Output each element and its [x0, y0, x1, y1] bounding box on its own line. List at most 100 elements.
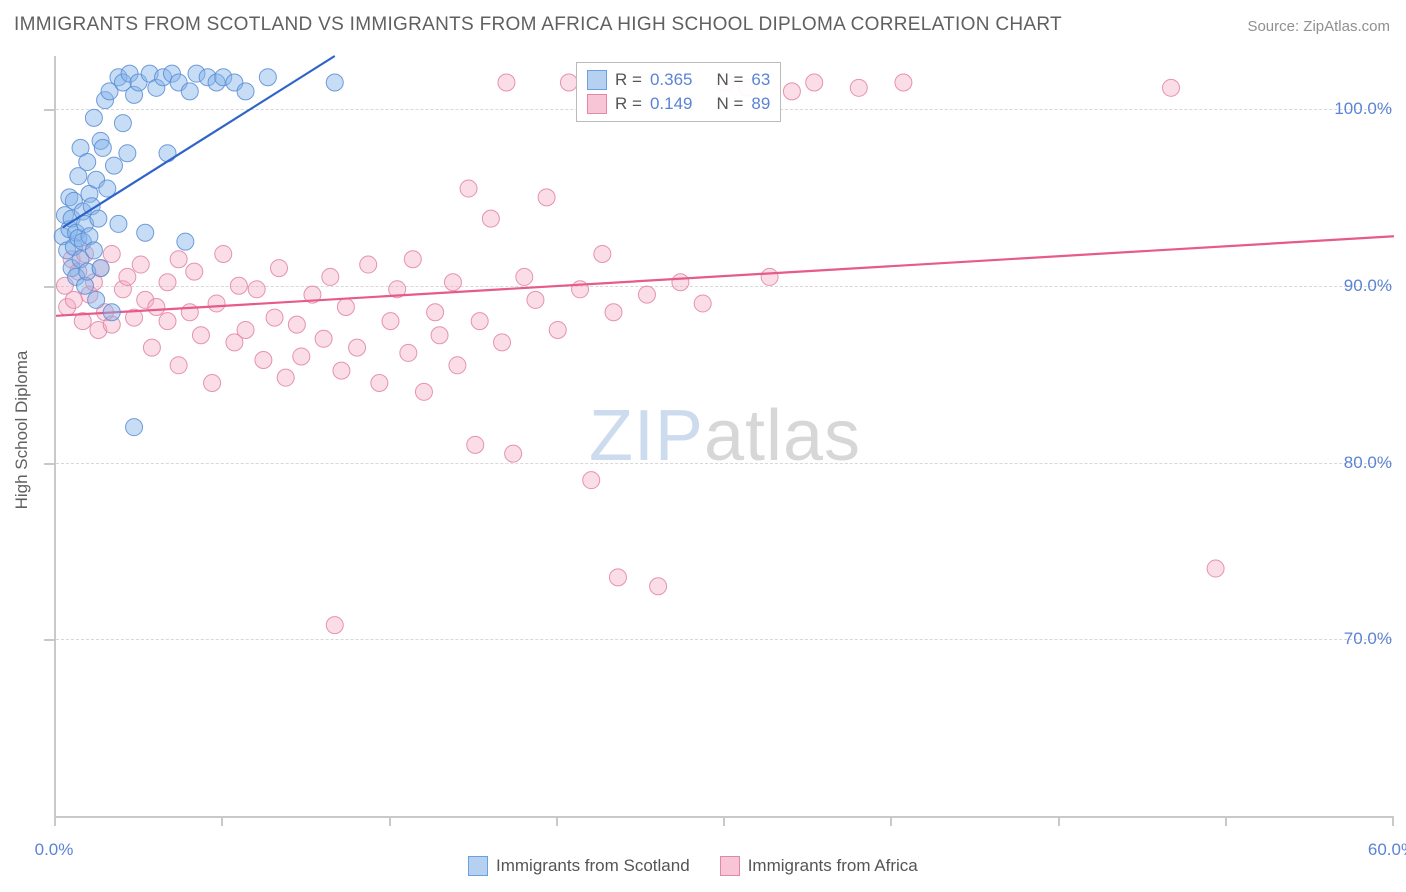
- y-tick: [44, 639, 54, 641]
- x-tick: [723, 816, 725, 826]
- data-point: [404, 251, 421, 268]
- data-point: [88, 291, 105, 308]
- correlation-legend: R = 0.365 N = 63 R = 0.149 N = 89: [576, 62, 781, 122]
- series-legend: Immigrants from Scotland Immigrants from…: [468, 856, 918, 876]
- data-point: [92, 260, 109, 277]
- data-point: [143, 339, 160, 356]
- data-point: [583, 472, 600, 489]
- data-point: [449, 357, 466, 374]
- data-point: [400, 344, 417, 361]
- data-point: [65, 291, 82, 308]
- data-point: [360, 256, 377, 273]
- x-tick: [556, 816, 558, 826]
- n-value-africa: 89: [751, 94, 770, 114]
- data-point: [467, 436, 484, 453]
- y-axis-label: High School Diploma: [12, 351, 32, 510]
- chart-title: IMMIGRANTS FROM SCOTLAND VS IMMIGRANTS F…: [14, 14, 1062, 36]
- data-point: [315, 330, 332, 347]
- data-point: [94, 139, 111, 156]
- data-point: [119, 268, 136, 285]
- data-point: [431, 327, 448, 344]
- data-point: [237, 83, 254, 100]
- x-tick: [389, 816, 391, 826]
- data-point: [181, 83, 198, 100]
- data-point: [85, 109, 102, 126]
- data-point: [248, 281, 265, 298]
- legend-row-africa: R = 0.149 N = 89: [587, 92, 770, 116]
- data-point: [103, 245, 120, 262]
- n-label: N =: [716, 94, 743, 114]
- n-label: N =: [716, 70, 743, 90]
- legend-swatch-blue: [587, 70, 607, 90]
- data-point: [850, 79, 867, 96]
- data-point: [326, 617, 343, 634]
- data-point: [277, 369, 294, 386]
- data-point: [605, 304, 622, 321]
- data-point: [204, 374, 221, 391]
- data-point: [170, 357, 187, 374]
- data-point: [444, 274, 461, 291]
- y-tick-label: 100.0%: [1334, 99, 1392, 119]
- data-point: [371, 374, 388, 391]
- r-label: R =: [615, 70, 642, 90]
- r-value-scotland: 0.365: [650, 70, 693, 90]
- data-point: [186, 263, 203, 280]
- data-point: [415, 383, 432, 400]
- data-point: [255, 352, 272, 369]
- data-point: [126, 419, 143, 436]
- y-tick: [44, 286, 54, 288]
- data-point: [650, 578, 667, 595]
- data-point: [159, 274, 176, 291]
- data-point: [516, 268, 533, 285]
- data-point: [85, 242, 102, 259]
- x-tick: [1392, 816, 1394, 826]
- data-point: [271, 260, 288, 277]
- y-tick-label: 80.0%: [1344, 453, 1392, 473]
- data-point: [288, 316, 305, 333]
- x-tick: [221, 816, 223, 826]
- data-point: [1163, 79, 1180, 96]
- data-point: [494, 334, 511, 351]
- data-point: [349, 339, 366, 356]
- data-point: [181, 304, 198, 321]
- data-point: [594, 245, 611, 262]
- regression-line: [56, 236, 1394, 316]
- data-point: [333, 362, 350, 379]
- data-point: [159, 313, 176, 330]
- data-point: [259, 69, 276, 86]
- y-tick: [44, 463, 54, 465]
- source-label: Source: ZipAtlas.com: [1247, 18, 1390, 35]
- data-point: [783, 83, 800, 100]
- legend-label-africa: Immigrants from Africa: [748, 856, 918, 876]
- data-point: [90, 210, 107, 227]
- data-point: [237, 321, 254, 338]
- legend-swatch-pink: [587, 94, 607, 114]
- x-tick-label: 60.0%: [1368, 840, 1406, 860]
- data-point: [560, 74, 577, 91]
- data-point: [208, 295, 225, 312]
- data-point: [694, 295, 711, 312]
- data-point: [148, 298, 165, 315]
- data-point: [137, 224, 154, 241]
- legend-label-scotland: Immigrants from Scotland: [496, 856, 690, 876]
- data-point: [638, 286, 655, 303]
- data-point: [110, 215, 127, 232]
- data-point: [293, 348, 310, 365]
- x-tick: [1225, 816, 1227, 826]
- data-point: [322, 268, 339, 285]
- data-point: [266, 309, 283, 326]
- legend-row-scotland: R = 0.365 N = 63: [587, 68, 770, 92]
- data-point: [114, 115, 131, 132]
- data-point: [230, 277, 247, 294]
- legend-item-scotland: Immigrants from Scotland: [468, 856, 690, 876]
- data-point: [337, 298, 354, 315]
- data-point: [159, 145, 176, 162]
- r-value-africa: 0.149: [650, 94, 693, 114]
- data-point: [549, 321, 566, 338]
- data-point: [326, 74, 343, 91]
- data-point: [1207, 560, 1224, 577]
- x-tick-label: 0.0%: [35, 840, 74, 860]
- legend-item-africa: Immigrants from Africa: [720, 856, 918, 876]
- y-tick-label: 90.0%: [1344, 276, 1392, 296]
- data-point: [105, 157, 122, 174]
